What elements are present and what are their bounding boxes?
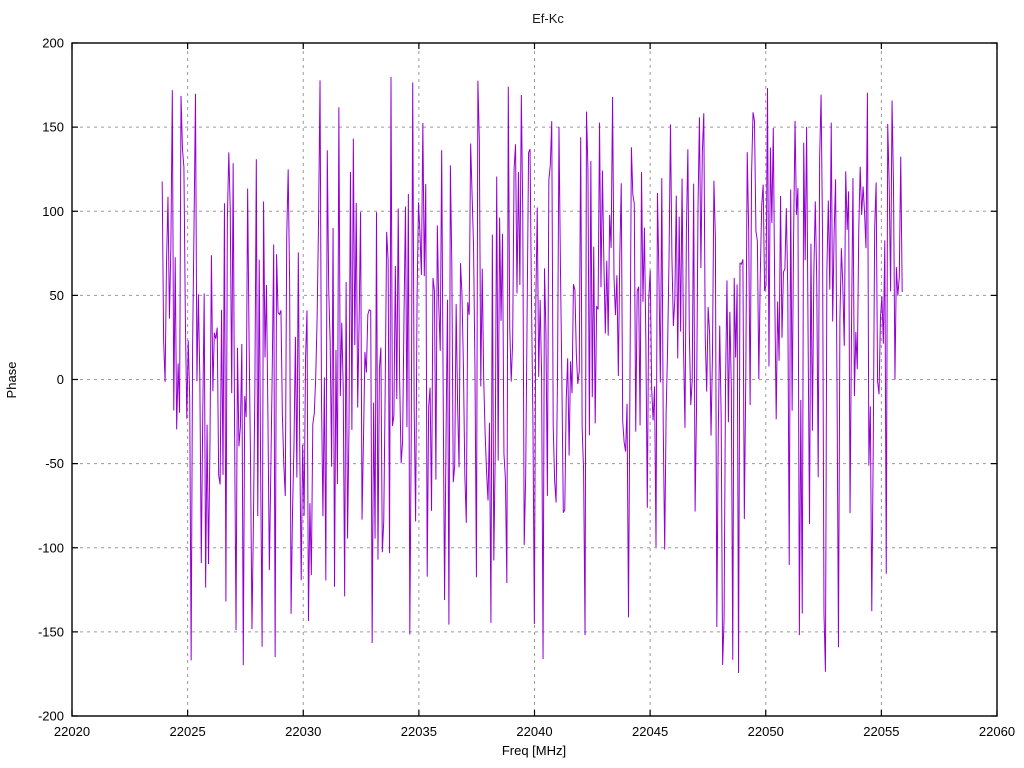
y-tick-label: 100 — [42, 204, 64, 219]
x-tick-label: 22040 — [516, 724, 552, 739]
y-tick-label: 200 — [42, 36, 64, 51]
y-axis-title: Phase — [4, 362, 19, 399]
y-tick-labels: -200 -150 -100 -50 0 50 100 150 200 — [38, 36, 64, 724]
x-tick-label: 22030 — [285, 724, 321, 739]
y-tick-label: 50 — [50, 288, 64, 303]
x-tick-label: 22055 — [863, 724, 899, 739]
x-tick-label: 22045 — [632, 724, 668, 739]
axis-ticks — [71, 42, 998, 717]
x-tick-label: 22035 — [401, 724, 437, 739]
x-tick-labels: 22020 22025 22030 22035 22040 22045 22050 22055… — [54, 724, 1015, 739]
series-line-ef-kc — [161, 76, 903, 673]
x-axis-title: Freq [MHz] — [502, 743, 566, 758]
y-tick-label: -50 — [45, 456, 64, 471]
data-series-layer — [161, 76, 903, 673]
y-tick-label: -150 — [38, 624, 64, 639]
x-tick-label: 22050 — [748, 724, 784, 739]
x-tick-label: 22025 — [170, 724, 206, 739]
x-tick-label: 22020 — [54, 724, 90, 739]
y-tick-label: -100 — [38, 540, 64, 555]
y-tick-label: -200 — [38, 709, 64, 724]
chart-title: Ef-Kc — [532, 11, 564, 26]
y-tick-label: 0 — [57, 372, 64, 387]
y-tick-label: 150 — [42, 120, 64, 135]
x-tick-label: 22060 — [979, 724, 1015, 739]
